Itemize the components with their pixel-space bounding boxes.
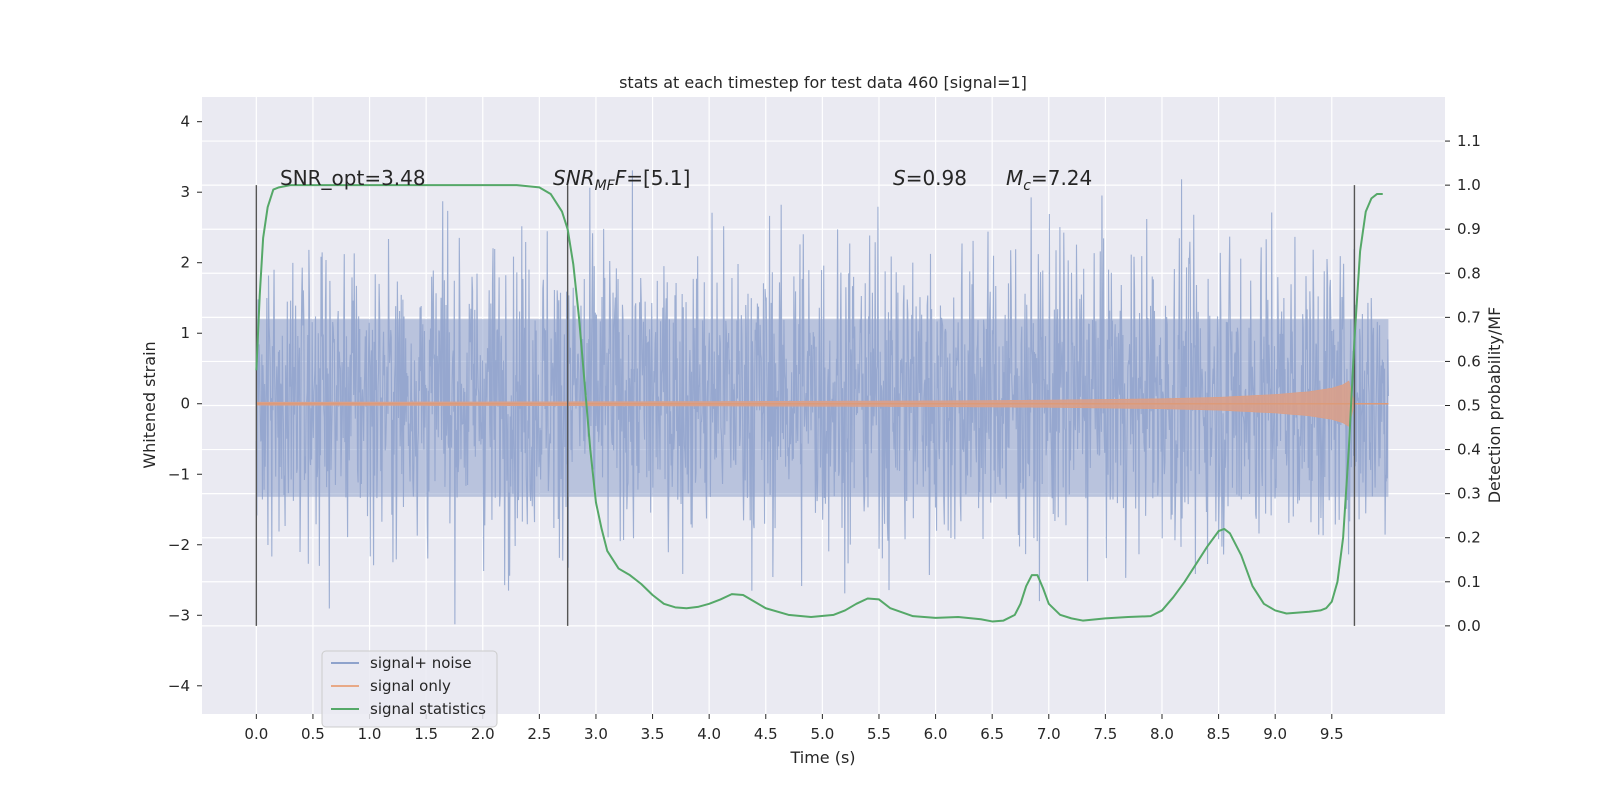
x-tick-label-15: 7.5 <box>1093 725 1117 743</box>
annotation-mc: Mc=7.24 <box>1006 166 1092 194</box>
y-tick-label-0: 4 <box>180 113 190 131</box>
y2-axis-label: Detection probability/MF <box>1485 307 1504 504</box>
annotation-snr-mf-tail: =[5.1] <box>626 166 690 190</box>
x-tick-label-5: 2.5 <box>527 725 551 743</box>
x-tick-label-17: 8.5 <box>1207 725 1231 743</box>
x-tick-label-16: 8.0 <box>1150 725 1174 743</box>
annotation-mc-tail: =7.24 <box>1031 166 1092 190</box>
y-tick-label-2: 2 <box>180 254 190 272</box>
x-tick-label-10: 5.0 <box>810 725 834 743</box>
y-tick-label-4: 0 <box>180 395 190 413</box>
y2-tick-label-2: 0.9 <box>1457 220 1481 238</box>
annotation-snr-mf-main: SNR <box>553 166 595 190</box>
annotation-s-tail: =0.98 <box>906 166 967 190</box>
chart-title: stats at each timestep for test data 460… <box>619 73 1027 92</box>
y2-tick-label-7: 0.4 <box>1457 441 1481 459</box>
x-tick-label-13: 6.5 <box>980 725 1004 743</box>
x-tick-label-18: 9.0 <box>1263 725 1287 743</box>
x-axis-label: Time (s) <box>789 748 855 767</box>
y2-tick-label-1: 1.0 <box>1457 176 1481 194</box>
annotation-s-main: S <box>893 166 906 190</box>
y2-tick-label-3: 0.8 <box>1457 264 1481 282</box>
annotation-mc-main: M <box>1006 166 1023 190</box>
x-tick-label-19: 9.5 <box>1320 725 1344 743</box>
annotation-mc-sub: c <box>1023 178 1031 194</box>
y2-tick-label-0: 1.1 <box>1457 132 1481 150</box>
y-axis-label: Whitened strain <box>140 341 159 468</box>
y2-tick-label-11: 0.0 <box>1457 617 1481 635</box>
signal-only-series <box>255 380 1389 427</box>
x-tick-label-7: 3.5 <box>641 725 665 743</box>
x-tick-label-14: 7.0 <box>1037 725 1061 743</box>
y-tick-label-5: −1 <box>168 465 190 483</box>
y2-tick-label-9: 0.2 <box>1457 529 1481 547</box>
annotation-snr-opt: SNR_opt=3.48 <box>280 166 426 190</box>
x-axis-ticks: 0.0 0.5 1.0 1.5 2.0 2.5 3.0 3.5 4.0 4.5 5.0 5.5 6.0 6… <box>244 714 1344 743</box>
x-tick-label-8: 4.0 <box>697 725 721 743</box>
x-tick-label-0: 0.0 <box>244 725 268 743</box>
annotation-s: S=0.98 <box>893 166 967 190</box>
signal-statistics-series <box>255 184 1383 623</box>
y-tick-label-7: −3 <box>168 606 190 624</box>
x-tick-label-12: 6.0 <box>924 725 948 743</box>
y2-tick-label-10: 0.1 <box>1457 573 1481 591</box>
x-tick-label-1: 0.5 <box>301 725 325 743</box>
legend-label-statistics: signal statistics <box>370 700 486 718</box>
y-axis-ticks: 4 3 2 1 0 −1 −2 −3 −4 <box>168 113 202 695</box>
x-tick-label-9: 4.5 <box>754 725 778 743</box>
y2-tick-label-5: 0.6 <box>1457 352 1481 370</box>
x-tick-label-11: 5.5 <box>867 725 891 743</box>
vertical-markers <box>255 185 1356 626</box>
y-tick-label-1: 3 <box>180 183 190 201</box>
series-signal-statistics-line <box>255 184 1383 623</box>
x-tick-label-3: 1.5 <box>414 725 438 743</box>
x-tick-label-6: 3.0 <box>584 725 608 743</box>
legend-box <box>321 650 498 728</box>
annotation-snr-mf-f: F <box>615 166 627 190</box>
y2-tick-label-4: 0.7 <box>1457 308 1481 326</box>
x-tick-label-4: 2.0 <box>471 725 495 743</box>
annotation-snr-mf-sub: MF <box>595 178 616 194</box>
y-tick-label-3: 1 <box>180 324 190 342</box>
y2-tick-label-8: 0.3 <box>1457 485 1481 503</box>
legend: signal+ noise signal only signal statist… <box>321 650 498 728</box>
legend-label-signal: signal only <box>370 677 451 695</box>
x-tick-label-2: 1.0 <box>358 725 382 743</box>
y2-tick-label-6: 0.5 <box>1457 397 1481 415</box>
annotation-snr-mf: SNRMFF=[5.1] <box>553 166 690 194</box>
y2-axis-ticks: 1.1 1.0 0.9 0.8 0.7 0.6 0.5 0.4 0.3 0.2 0.1 0.0 <box>1445 132 1481 635</box>
y-tick-label-8: −4 <box>168 677 190 695</box>
y-tick-label-6: −2 <box>168 536 190 554</box>
legend-label-noise: signal+ noise <box>370 654 472 672</box>
